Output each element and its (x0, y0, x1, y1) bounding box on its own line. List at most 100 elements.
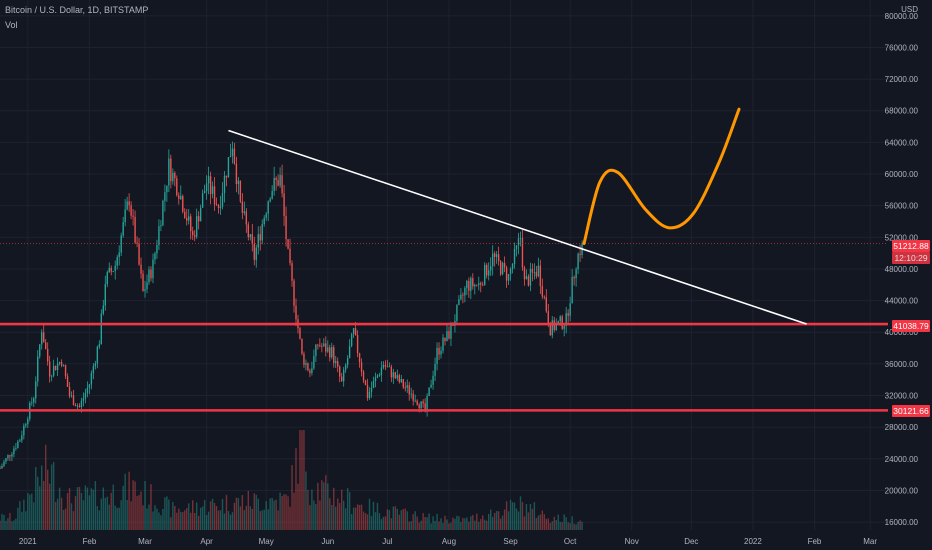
candle-body (482, 284, 484, 286)
candle-body (474, 284, 476, 287)
volume-bar (96, 506, 99, 530)
volume-bar (342, 500, 345, 530)
volume-bar (277, 510, 279, 530)
candle-body (486, 264, 488, 276)
candle-body (547, 311, 549, 324)
time-tick-label: 2021 (19, 537, 37, 546)
candle-body (428, 387, 430, 396)
time-axis[interactable]: 2021 Feb Mar Apr May Jun Jul Aug Sep Oct Nov Dec 202… (0, 530, 932, 550)
volume-bar (495, 510, 498, 530)
chart-drawings[interactable] (228, 107, 807, 325)
volume-bar (551, 521, 553, 530)
candle-body (82, 398, 85, 401)
candle-body (404, 387, 406, 389)
candle-body (476, 284, 478, 286)
candle-body (269, 198, 271, 202)
volume-bar (227, 511, 230, 530)
symbol-title[interactable]: Bitcoin / U.S. Dollar, 1D, BITSTAMP (5, 5, 149, 15)
volume-bar (458, 516, 460, 530)
candle-body (396, 375, 399, 379)
candle-body (513, 248, 516, 264)
volume-bar (112, 484, 114, 530)
candle-body (283, 193, 285, 217)
candle-body (184, 211, 186, 218)
candle-body (533, 272, 536, 273)
candle-body (325, 343, 327, 352)
volume-bar (195, 502, 198, 530)
candle-body (180, 196, 182, 200)
candle-body (7, 455, 9, 459)
volume-bar (432, 516, 434, 530)
volume-bar (523, 516, 526, 530)
volume-bar (80, 492, 83, 530)
candle-body (489, 266, 492, 271)
trendline (228, 129, 807, 325)
candle-body (446, 331, 448, 342)
volume-bar (37, 476, 39, 530)
candle-body (388, 366, 391, 368)
candle-body (478, 283, 480, 286)
price-tick-label: 20000.00 (885, 486, 919, 495)
upper-level-tag: 41038.79 (892, 320, 930, 332)
volume-bar (452, 517, 454, 530)
volume-bar (233, 502, 236, 530)
time-tick-label: Sep (503, 537, 518, 546)
volume-bar (420, 520, 422, 530)
volume-bar (430, 523, 432, 530)
candle-body (515, 245, 518, 249)
volume-bar (86, 487, 89, 530)
candle-body (279, 175, 281, 186)
volume-bar (158, 512, 160, 530)
candle-body (132, 215, 134, 217)
volume-bar (78, 486, 81, 530)
volume-bar (295, 448, 297, 530)
candle-body (172, 172, 174, 182)
volume-bar (301, 430, 303, 530)
candle-body (80, 400, 83, 408)
volume-bar (553, 516, 555, 530)
volume-legend[interactable]: Vol (5, 20, 18, 30)
volume-bar (309, 505, 311, 530)
candle-body (90, 373, 93, 385)
volume-bar (384, 516, 387, 530)
volume-bar (571, 516, 573, 530)
volume-bar (337, 498, 339, 530)
candle-body (152, 259, 154, 279)
volume-bar (488, 513, 490, 530)
candle-body (15, 447, 17, 449)
candle-body (384, 364, 387, 367)
volume-bar (172, 501, 174, 530)
volume-bar (207, 511, 210, 530)
volume-bar (21, 511, 23, 530)
volume-bar (396, 508, 399, 530)
candle-body (235, 163, 238, 185)
price-axis[interactable]: 80000.00 76000.00 72000.00 68000.00 64000.00… (885, 0, 932, 550)
volume-bar (422, 513, 424, 530)
candle-body (60, 361, 63, 366)
volume-bar (152, 511, 154, 530)
volume-bar (269, 498, 271, 530)
volume-bar (311, 489, 313, 530)
candle-body (174, 172, 176, 179)
time-tick-label: Nov (625, 537, 639, 546)
candle-body (267, 201, 269, 214)
candle-body (358, 353, 361, 363)
volume-bar (148, 504, 150, 530)
candle-body (33, 398, 35, 403)
candle-body (418, 404, 420, 409)
candle-body (265, 213, 267, 218)
volume-bar (130, 501, 132, 530)
volume-bar (229, 514, 232, 530)
volume-bar (114, 505, 116, 530)
candle-body (376, 375, 379, 378)
candle-body (557, 321, 559, 324)
price-tick-label: 56000.00 (885, 202, 919, 211)
candle-body (233, 148, 236, 164)
candle-body (410, 393, 412, 395)
time-tick-label: Aug (442, 537, 456, 546)
horizontal-levels[interactable] (0, 243, 888, 412)
volume-bar (567, 522, 569, 530)
volume-bar (243, 510, 246, 530)
volume-bar (166, 496, 168, 530)
